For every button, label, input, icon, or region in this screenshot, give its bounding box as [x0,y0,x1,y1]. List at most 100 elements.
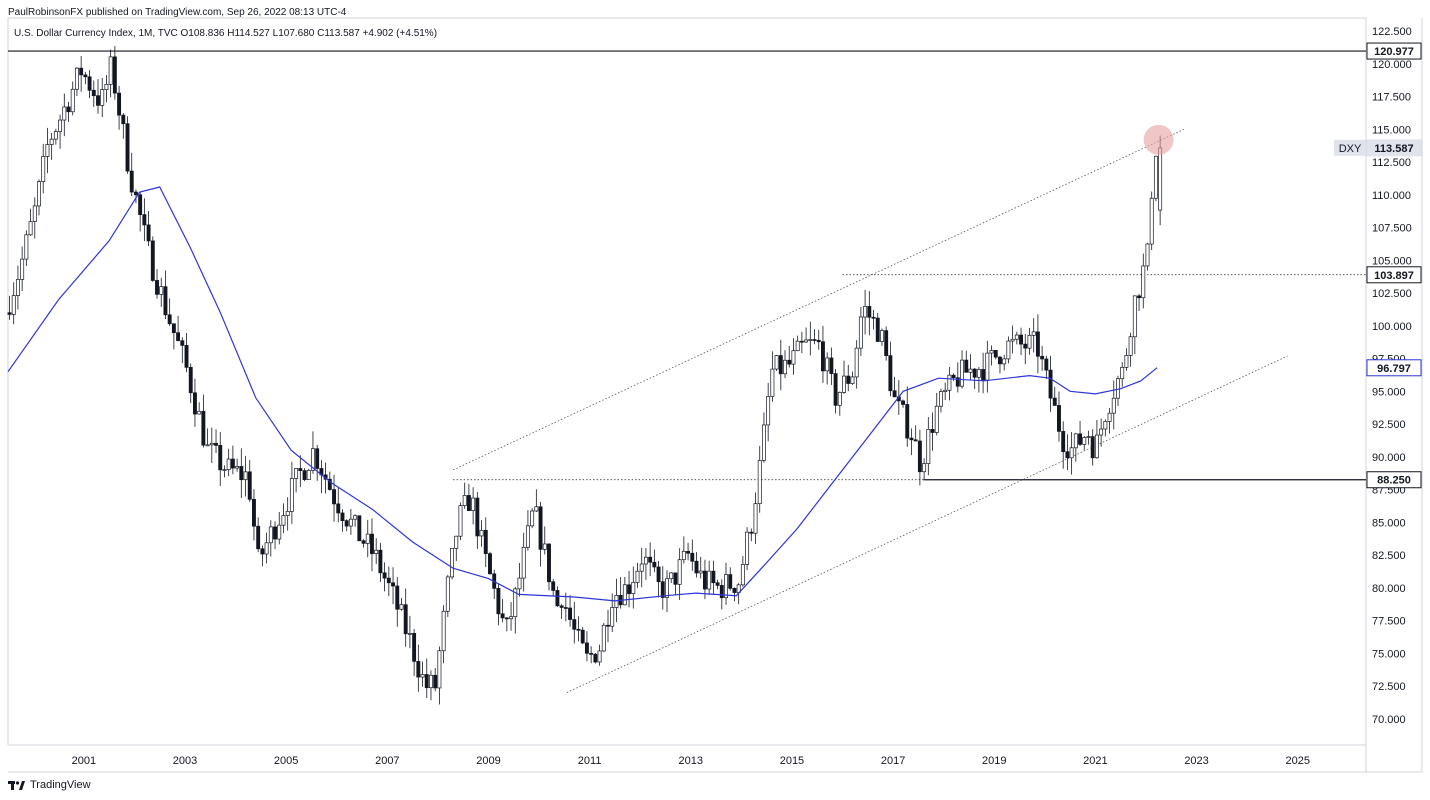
candle-up [643,556,648,565]
candle-up [509,616,514,620]
candle-up [1124,355,1129,368]
candle-down [150,240,155,281]
candle-up [277,524,282,540]
y-tick-label: 110.000 [1372,190,1411,202]
candles [7,46,1163,705]
candle-down [252,498,256,527]
candle-up [542,543,547,550]
candle-down [256,525,261,550]
chart-frame [7,17,1423,773]
candle-up [724,574,728,599]
candle-down [892,390,897,398]
y-tick-label: 95.000 [1372,386,1406,398]
candle-up [943,389,948,392]
y-tick-label: 92.500 [1372,419,1406,431]
time-axis[interactable]: 2001 2003 2005 2007 2009 2011 2013 2015 2017 2019… [72,755,1310,767]
candle-up [205,444,210,447]
candle-down [1044,358,1049,371]
candle-down [466,495,471,512]
y-tick-label: 75.000 [1372,648,1406,660]
candle-down [728,574,733,589]
candle-down [606,624,610,627]
candle-down [905,404,910,439]
candle-down [816,339,821,343]
candle-down [336,503,341,514]
candle-down [167,314,172,325]
candle-down [627,584,632,594]
moving-average-line [7,186,1158,602]
candle-up [1014,334,1019,340]
candle-up [235,466,240,469]
candle-up [1027,334,1032,349]
y-tick-label: 112.500 [1372,157,1411,169]
candle-up [374,549,379,554]
candle-down [201,411,206,446]
candle-up [1120,366,1125,380]
candle-down [483,529,488,554]
candle-up [795,340,800,352]
price-badge-label: 96.797 [1377,363,1411,375]
candle-down [273,526,277,540]
candle-up [348,518,353,527]
candle-down [424,674,429,689]
candle-up [1002,358,1007,365]
candle-down [875,317,880,342]
candle-up [808,339,813,341]
price-axis[interactable]: 70.000 72.500 75.000 77.500 80.000 82.500 85.0… [1372,26,1412,726]
candle-down [787,359,792,365]
candle-down [1137,295,1142,299]
candle-up [513,588,518,618]
tradingview-logo-icon [8,780,26,791]
candle-down [382,572,387,579]
candle-down [357,515,362,542]
symbol-info-line: U.S. Dollar Currency Index, 1M, TVC O108… [14,28,438,39]
candle-up [837,391,842,406]
candle-down [125,123,130,172]
y-tick-label: 80.000 [1372,583,1406,595]
trend-channel [452,128,1288,693]
candle-down [1090,436,1095,459]
candle-up [1031,331,1036,336]
candle-down [171,323,176,334]
x-tick-label: 2005 [274,755,298,767]
y-tick-label: 102.500 [1372,288,1412,300]
candle-down [1061,431,1066,453]
candle-up [1145,243,1150,267]
candle-up [791,350,796,365]
candle-down [981,369,986,381]
candle-down [580,629,585,644]
candle-down [888,355,893,392]
candle-down [1023,343,1028,349]
candle-down [917,440,922,473]
candle-down [589,652,594,655]
candle-up [15,279,20,296]
candle-up [458,505,463,537]
candle-up [462,495,467,506]
candle-up [707,570,712,590]
price-badge-label: 88.250 [1377,475,1411,487]
x-tick-label: 2007 [375,755,399,767]
candle-up [1141,265,1146,299]
candle-up [306,469,311,480]
candle-down [391,582,395,587]
candle-up [947,374,952,391]
candle-down [1078,433,1083,445]
x-tick-label: 2023 [1184,755,1208,767]
candle-up [757,460,762,505]
candle-down [833,373,838,406]
footer-brand: TradingView [30,779,91,791]
x-tick-label: 2015 [780,755,804,767]
y-tick-label: 115.000 [1372,124,1411,136]
price-badge-box [1366,42,1422,60]
y-tick-label: 85.000 [1372,517,1406,529]
candle-down [964,359,969,373]
highlight-circle [1143,124,1174,155]
candle-up [108,56,113,85]
candle-up [1132,295,1137,338]
candle-down [547,543,551,583]
candle-up [854,347,859,378]
candle-down [142,214,147,226]
candle-down [361,540,366,544]
price-badge-box [1366,266,1422,284]
